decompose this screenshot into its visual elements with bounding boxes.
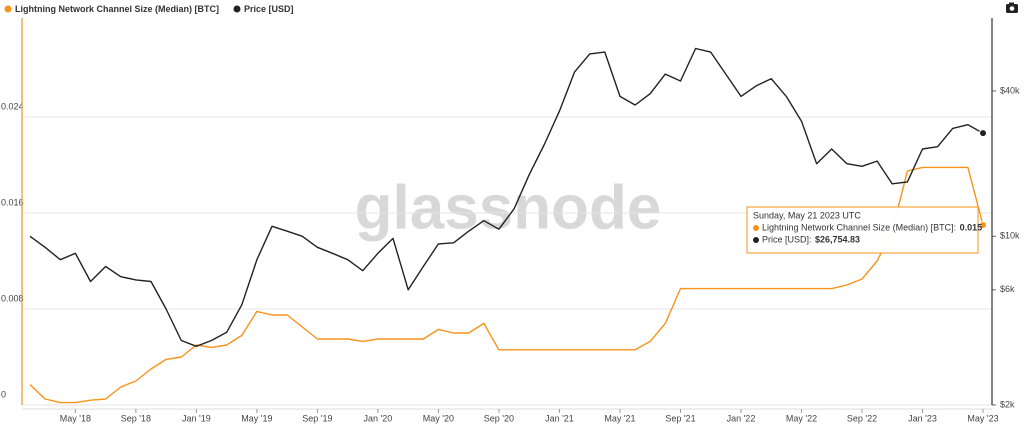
camera-icon[interactable] bbox=[1006, 2, 1018, 14]
x-tick-label: Jan '22 bbox=[727, 413, 756, 423]
legend-label: Price [USD] bbox=[244, 4, 294, 14]
tooltip-dot bbox=[753, 237, 759, 243]
series-line bbox=[29, 166, 984, 404]
x-tick-label: Jan '21 bbox=[545, 413, 574, 423]
y2-tick-label: $40k bbox=[1000, 85, 1020, 95]
x-tick-label: May '23 bbox=[967, 413, 998, 423]
y-tick-label: 0.016 bbox=[1, 197, 24, 207]
tooltip-dot bbox=[753, 225, 759, 231]
camera-lens bbox=[1009, 6, 1015, 11]
tooltip-date: Sunday, May 21 2023 UTC bbox=[753, 210, 861, 220]
hover-marker bbox=[979, 129, 987, 138]
x-tick-label: Sep '20 bbox=[484, 413, 514, 423]
x-tick-label: Sep '22 bbox=[847, 413, 877, 423]
y-tick-label: 0.008 bbox=[1, 293, 24, 303]
x-tick-label: May '21 bbox=[604, 413, 635, 423]
y-tick-label: 0.024 bbox=[1, 101, 24, 111]
legend-dot bbox=[233, 5, 241, 13]
x-tick-label: Sep '19 bbox=[302, 413, 332, 423]
tooltip-sep: : bbox=[954, 222, 957, 232]
tooltip-name: Price [USD] bbox=[762, 234, 809, 244]
hover-marker bbox=[979, 221, 987, 229]
tooltip-value: 0.015 bbox=[960, 222, 983, 232]
x-tick-label: Jan '20 bbox=[364, 413, 393, 423]
legend-label: Lightning Network Channel Size (Median) … bbox=[15, 4, 219, 14]
camera-top bbox=[1009, 2, 1014, 5]
y2-tick-label: $10k bbox=[1000, 231, 1020, 241]
tooltip: Sunday, May 21 2023 UTC Lightning Network… bbox=[746, 206, 983, 254]
tooltip-name: Lightning Network Channel Size (Median) … bbox=[762, 222, 954, 232]
y2-tick-label: $6k bbox=[1000, 284, 1015, 294]
x-tick-label: May '20 bbox=[423, 413, 454, 423]
x-tick-label: Sep '18 bbox=[121, 413, 151, 423]
x-tick-label: May '18 bbox=[60, 413, 91, 423]
x-tick-label: Sep '21 bbox=[665, 413, 695, 423]
legend-dot bbox=[4, 5, 12, 13]
series-line bbox=[29, 47, 984, 347]
x-tick-label: May '19 bbox=[241, 413, 272, 423]
tooltip-box bbox=[746, 206, 979, 254]
x-tick-label: Jan '19 bbox=[182, 413, 211, 423]
watermark: glassnode bbox=[355, 173, 662, 242]
x-tick-label: May '22 bbox=[786, 413, 817, 423]
y2-tick-label: $2k bbox=[1000, 399, 1015, 409]
x-tick-label: Jan '23 bbox=[908, 413, 937, 423]
tooltip-sep: : bbox=[809, 234, 812, 244]
tooltip-value: $26,754.83 bbox=[815, 234, 860, 244]
y-tick-label: 0 bbox=[1, 389, 6, 399]
